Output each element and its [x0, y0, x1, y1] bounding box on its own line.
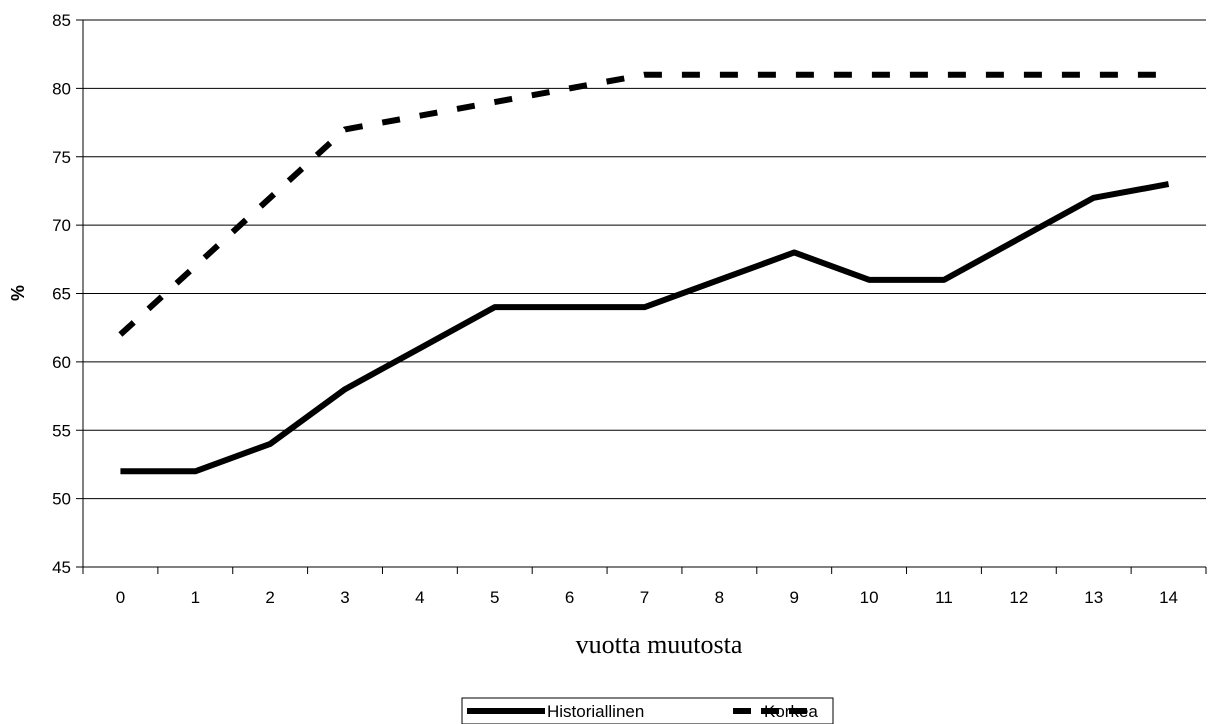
y-tick-label: 55 [52, 421, 71, 440]
x-tick-label: 4 [415, 588, 424, 607]
x-tick-labels: 0 1 2 3 4 5 6 7 8 9 10 11 12 13 14 [82, 567, 1207, 607]
data-point-korkea [1093, 74, 1094, 75]
gridlines [83, 19, 1206, 500]
data-point-korkea [1168, 74, 1169, 75]
y-tick-label: 65 [52, 285, 71, 304]
x-tick-label: 5 [490, 588, 499, 607]
data-point-korkea [719, 74, 720, 75]
x-tick-label: 1 [191, 588, 200, 607]
y-tick-label: 70 [52, 216, 71, 235]
series-line-korkea [118, 71, 1169, 337]
y-tick-labels: 45 50 55 60 65 70 75 80 85 [52, 11, 83, 577]
series-lines [118, 71, 1170, 475]
x-tick-label: 8 [715, 588, 724, 607]
y-axis-label: % [8, 285, 28, 301]
legend-label-korkea: Korkea [764, 702, 818, 721]
y-tick-label: 80 [52, 79, 71, 98]
legend-label-historiallinen: Historiallinen [547, 702, 644, 721]
series-line-historiallinen [120, 181, 1170, 475]
x-tick-label: 6 [565, 588, 574, 607]
data-point-korkea [195, 266, 196, 267]
y-tick-label: 45 [52, 558, 71, 577]
y-tick-label: 50 [52, 490, 71, 509]
legend: Historiallinen Korkea [461, 697, 834, 724]
x-tick-label: 7 [640, 588, 649, 607]
x-tick-label: 14 [1159, 588, 1178, 607]
y-tick-label: 75 [52, 148, 71, 167]
x-axis-label: vuotta muutosta [576, 630, 743, 659]
y-tick-label: 85 [52, 11, 71, 30]
data-point-korkea [943, 74, 944, 75]
data-point-korkea [794, 74, 795, 75]
x-tick-label: 11 [935, 588, 953, 607]
x-tick-label: 12 [1009, 588, 1028, 607]
y-tick-label: 60 [52, 353, 71, 372]
x-tick-label: 3 [340, 588, 349, 607]
x-tick-label: 0 [116, 588, 125, 607]
x-tick-label: 9 [789, 588, 798, 607]
x-tick-label: 2 [265, 588, 274, 607]
x-tick-label: 13 [1084, 588, 1103, 607]
x-tick-label: 10 [860, 588, 879, 607]
data-point-korkea [869, 74, 870, 75]
data-point-korkea [1018, 74, 1019, 75]
